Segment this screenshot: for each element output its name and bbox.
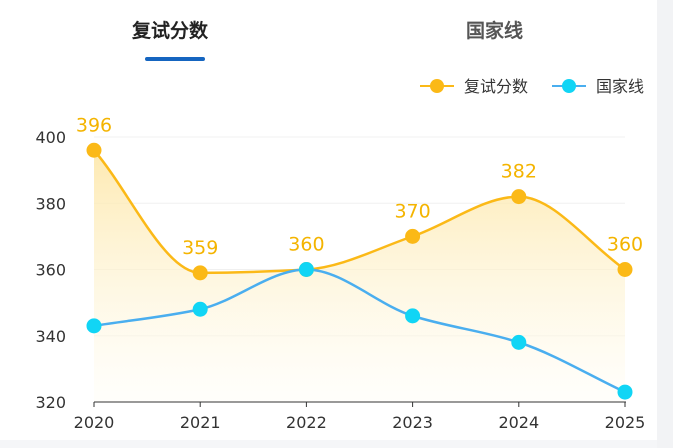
series-1-point [298, 262, 314, 277]
series-line-1 [93, 268, 626, 394]
series-1-point [617, 384, 633, 400]
legend-swatch-marker [430, 79, 444, 93]
y-tick-label: 360 [35, 261, 66, 280]
series-0-point [617, 262, 633, 277]
data-label: 360 [607, 234, 643, 256]
x-tick-label: 2022 [286, 413, 327, 432]
series-1-point [511, 334, 527, 350]
data-label: 370 [394, 200, 430, 222]
tab-retest-score[interactable]: 复试分数 [132, 20, 209, 42]
scroll-gutter [657, 0, 673, 448]
y-tick-label: 380 [35, 194, 66, 213]
data-label: 382 [501, 161, 537, 183]
series-0-point [511, 189, 527, 205]
data-label: 359 [182, 237, 218, 259]
data-label-layer: 396 359 360 370 382 360 [76, 114, 643, 259]
x-tick-label: 2023 [392, 413, 433, 432]
series-0-point [192, 265, 208, 281]
line-layer [93, 149, 626, 394]
series-area-0 [94, 150, 625, 402]
series-1-point [192, 301, 208, 317]
x-tick-label: 2024 [498, 413, 539, 432]
tab-national-line[interactable]: 国家线 [466, 20, 524, 42]
tab-bar: 复试分数 国家线 [0, 0, 657, 70]
series-1-point [86, 318, 102, 334]
active-tab-indicator [145, 57, 205, 61]
bottom-gutter [0, 440, 657, 448]
series-0-point [86, 142, 102, 158]
y-tick-label: 400 [35, 128, 66, 147]
line-chart: 396 359 360 370 382 360 320 340 360 380 400 2020 20… [35, 77, 645, 432]
series-1-point [405, 308, 421, 324]
y-tick-label: 320 [35, 393, 66, 412]
point-layer [86, 142, 633, 400]
series-0-point [405, 228, 421, 244]
data-label: 360 [288, 234, 324, 256]
data-label: 396 [76, 114, 112, 136]
axis-layer: 320 340 360 380 400 2020 2021 2022 2023 2024 2025 [35, 128, 645, 432]
legend-label: 复试分数 [464, 77, 528, 96]
legend-label: 国家线 [596, 77, 644, 96]
x-tick-label: 2021 [180, 413, 221, 432]
x-tick-label: 2025 [605, 413, 646, 432]
series-line-0 [93, 149, 626, 275]
y-tick-label: 340 [35, 327, 66, 346]
area-layer [94, 150, 625, 402]
legend-swatch-marker [562, 79, 576, 93]
x-tick-label: 2020 [74, 413, 115, 432]
legend: 复试分数 国家线 [420, 77, 644, 96]
